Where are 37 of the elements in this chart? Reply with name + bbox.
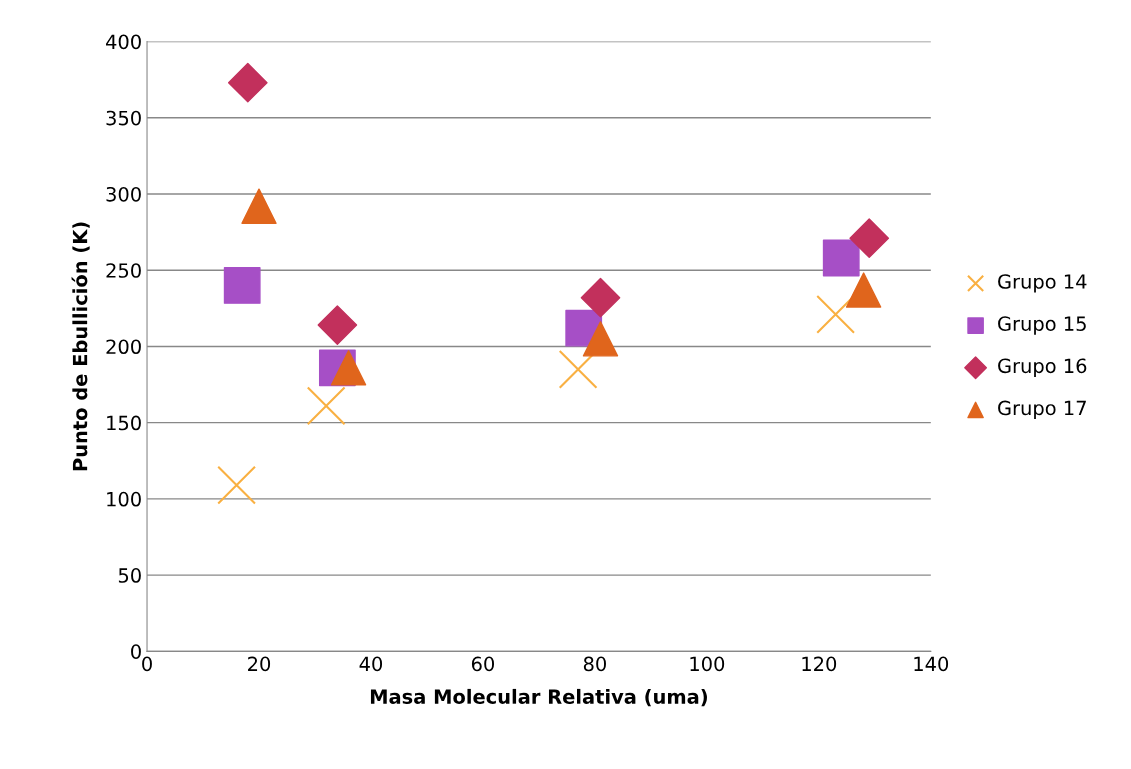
- point: [223, 267, 261, 304]
- point: [241, 188, 277, 224]
- x-tick-label: 40: [359, 656, 383, 672]
- x-tick-label: 0: [142, 656, 152, 672]
- point: [217, 465, 257, 505]
- legend-label: Grupo 14: [998, 274, 1087, 293]
- point: [330, 350, 367, 386]
- x-tick-label: 100: [690, 656, 725, 672]
- point: [822, 239, 860, 277]
- point: [317, 305, 358, 345]
- x-tick-label: 80: [583, 656, 606, 672]
- y-tick-label: 0: [131, 644, 141, 660]
- point: [582, 321, 619, 357]
- y-tick-label: 400: [106, 34, 141, 50]
- y-tick-label: 100: [107, 491, 141, 507]
- legend-label: Grupo 15: [998, 316, 1086, 335]
- point: [580, 277, 621, 318]
- point: [849, 218, 890, 259]
- x-tick-label: 120: [802, 656, 837, 672]
- y-tick-label: 200: [106, 339, 141, 355]
- y-tick-label: 300: [106, 186, 141, 202]
- legend-label: Grupo 17: [998, 400, 1086, 420]
- point: [816, 295, 856, 334]
- x-axis-title: Masa Molecular Relativa (uma): [370, 688, 707, 707]
- y-tick-label: 150: [107, 415, 141, 431]
- legend-label: Grupo 16: [998, 358, 1087, 377]
- point: [227, 62, 268, 103]
- y-axis-title: Punto de Ebullición (K): [71, 222, 90, 471]
- y-tick-label: 50: [118, 568, 141, 583]
- point: [558, 349, 598, 389]
- x-tick-label: 20: [248, 656, 271, 672]
- y-tick-label: 350: [106, 110, 141, 126]
- point: [845, 272, 882, 308]
- x-tick-label: 60: [471, 656, 495, 672]
- point: [306, 386, 346, 426]
- y-tick-label: 250: [106, 263, 141, 278]
- x-tick-label: 140: [914, 656, 949, 672]
